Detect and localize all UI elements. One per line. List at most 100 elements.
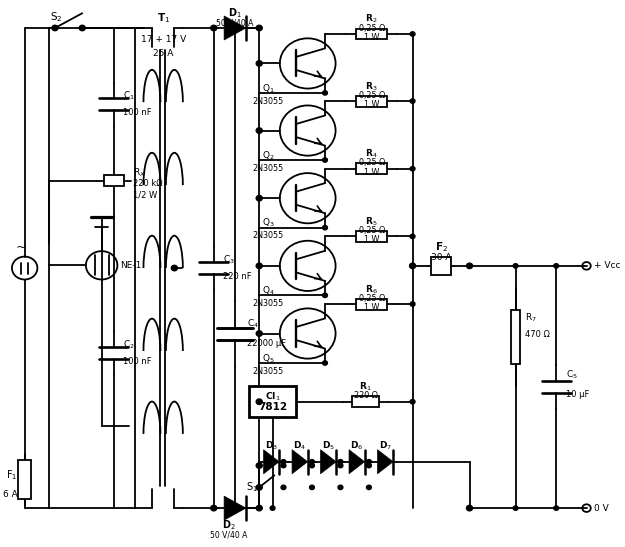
Circle shape — [513, 264, 518, 268]
Circle shape — [410, 99, 415, 103]
Circle shape — [256, 463, 262, 468]
Text: D$_1$: D$_1$ — [228, 6, 242, 20]
Text: Q$_2$: Q$_2$ — [262, 149, 274, 162]
Circle shape — [309, 459, 314, 464]
Text: R$_1$: R$_1$ — [359, 381, 372, 393]
Text: C$_2$: C$_2$ — [124, 338, 135, 351]
Circle shape — [410, 302, 415, 306]
Text: R$_6$: R$_6$ — [365, 283, 378, 295]
Circle shape — [554, 506, 559, 510]
Circle shape — [79, 25, 85, 31]
Circle shape — [52, 25, 58, 31]
Circle shape — [366, 459, 371, 464]
Circle shape — [256, 128, 262, 133]
Text: S$_1$: S$_1$ — [246, 480, 258, 494]
Text: 1 W: 1 W — [364, 303, 379, 312]
Circle shape — [270, 506, 275, 510]
Circle shape — [338, 459, 343, 464]
Text: R$_3$: R$_3$ — [366, 80, 378, 92]
Text: C$_4$: C$_4$ — [247, 318, 259, 330]
Text: 2N3055: 2N3055 — [253, 231, 284, 240]
Circle shape — [309, 485, 314, 490]
Text: F$_2$: F$_2$ — [434, 241, 447, 254]
Text: 0,25 Ω: 0,25 Ω — [359, 294, 385, 303]
Text: C$_5$: C$_5$ — [566, 368, 578, 381]
Text: 30 A: 30 A — [431, 253, 451, 263]
Circle shape — [256, 399, 262, 404]
Text: R$_X$: R$_X$ — [133, 166, 146, 179]
Circle shape — [171, 265, 177, 271]
Bar — [356, 96, 387, 107]
Circle shape — [410, 234, 415, 238]
Circle shape — [322, 293, 328, 298]
Text: 220 nF: 220 nF — [224, 272, 252, 281]
Text: Q$_5$: Q$_5$ — [262, 352, 274, 365]
Text: 0,25 Ω: 0,25 Ω — [359, 159, 385, 167]
Circle shape — [256, 263, 262, 269]
FancyBboxPatch shape — [249, 386, 296, 417]
Polygon shape — [264, 450, 279, 474]
Text: C$_3$: C$_3$ — [224, 254, 236, 266]
Circle shape — [211, 505, 217, 511]
Circle shape — [322, 158, 328, 162]
Text: + Vcc: + Vcc — [594, 261, 620, 270]
Text: 17 + 17 V: 17 + 17 V — [141, 34, 186, 44]
Text: R$_5$: R$_5$ — [366, 216, 378, 228]
Bar — [104, 175, 124, 186]
Circle shape — [256, 505, 262, 511]
Circle shape — [338, 463, 343, 468]
Text: NE-1: NE-1 — [120, 261, 141, 270]
Text: 7812: 7812 — [258, 402, 287, 412]
Circle shape — [338, 485, 343, 490]
Circle shape — [322, 91, 328, 95]
Text: D$_4$: D$_4$ — [293, 439, 306, 452]
Polygon shape — [292, 450, 308, 474]
Text: C$_1$: C$_1$ — [124, 90, 136, 102]
Circle shape — [256, 485, 262, 490]
Text: D$_5$: D$_5$ — [322, 439, 335, 452]
Bar — [18, 460, 31, 499]
Circle shape — [256, 195, 262, 201]
Bar — [356, 299, 387, 310]
Text: D$_3$: D$_3$ — [265, 439, 278, 452]
Text: 0,25 Ω: 0,25 Ω — [359, 91, 385, 100]
Text: 2N3055: 2N3055 — [253, 299, 284, 308]
Text: 2N3055: 2N3055 — [253, 164, 284, 173]
Circle shape — [256, 331, 262, 336]
Text: 220 kΩ: 220 kΩ — [133, 179, 162, 188]
Text: 0,25 Ω: 0,25 Ω — [359, 24, 385, 33]
Circle shape — [409, 263, 416, 269]
Bar — [352, 396, 379, 407]
Text: D$_6$: D$_6$ — [350, 439, 364, 452]
Circle shape — [410, 166, 415, 171]
Polygon shape — [224, 16, 246, 40]
Circle shape — [554, 264, 559, 268]
Circle shape — [256, 61, 262, 66]
Circle shape — [466, 505, 472, 511]
Text: 1 W: 1 W — [364, 33, 379, 42]
Circle shape — [366, 485, 371, 490]
Text: 0,25 Ω: 0,25 Ω — [359, 226, 385, 235]
Bar — [356, 28, 387, 39]
Text: Q$_1$: Q$_1$ — [262, 82, 274, 95]
Text: R$_4$: R$_4$ — [366, 148, 378, 160]
Polygon shape — [224, 496, 246, 520]
Polygon shape — [378, 450, 393, 474]
Text: 50 V/40 A: 50 V/40 A — [210, 531, 248, 539]
Circle shape — [211, 25, 217, 31]
Circle shape — [322, 361, 328, 365]
Bar — [511, 310, 521, 364]
Text: 2N3055: 2N3055 — [253, 97, 284, 106]
Circle shape — [366, 463, 371, 468]
Circle shape — [232, 506, 238, 510]
Text: 100 nF: 100 nF — [124, 108, 152, 117]
Circle shape — [281, 485, 286, 490]
Circle shape — [309, 463, 314, 468]
Text: 220 Ω: 220 Ω — [354, 392, 377, 400]
Circle shape — [410, 32, 415, 36]
Text: T$_1$: T$_1$ — [157, 11, 170, 25]
Bar — [431, 257, 451, 275]
Text: R$_7$: R$_7$ — [525, 311, 537, 324]
Text: 1/2 W: 1/2 W — [133, 190, 158, 199]
Text: 1 W: 1 W — [364, 235, 379, 245]
